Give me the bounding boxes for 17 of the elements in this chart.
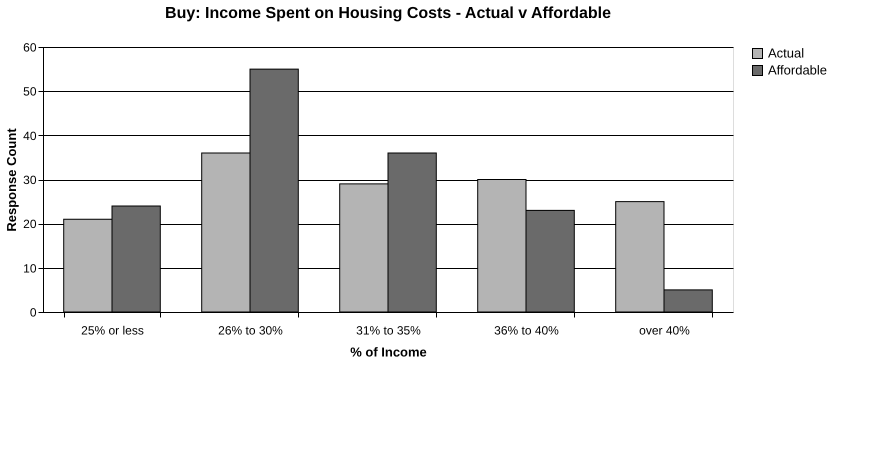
x-tick-label: 25% or less (81, 324, 144, 338)
x-tick-label: 36% to 40% (494, 324, 560, 338)
y-tick-label: 50 (23, 84, 37, 99)
y-tick-label: 30 (23, 173, 37, 187)
x-tick-label: 26% to 30% (218, 324, 284, 338)
x-tick-label: over 40% (639, 324, 690, 338)
y-tick-label: 20 (23, 217, 37, 232)
legend-label: Actual (768, 46, 804, 60)
y-tick-label: 60 (23, 40, 37, 54)
y-tick-label: 0 (30, 306, 37, 320)
legend-label: Affordable (768, 62, 828, 78)
y-tick-label: 40 (23, 128, 37, 143)
chart-title: Buy: Income Spent on Housing Costs - Actual v Affordable (165, 5, 612, 22)
x-axis-title: % of Income (350, 344, 427, 360)
y-tick-label: 10 (23, 261, 37, 276)
y-axis-title: Response Count (4, 128, 20, 232)
x-tick-label: 31% to 35% (356, 324, 422, 338)
